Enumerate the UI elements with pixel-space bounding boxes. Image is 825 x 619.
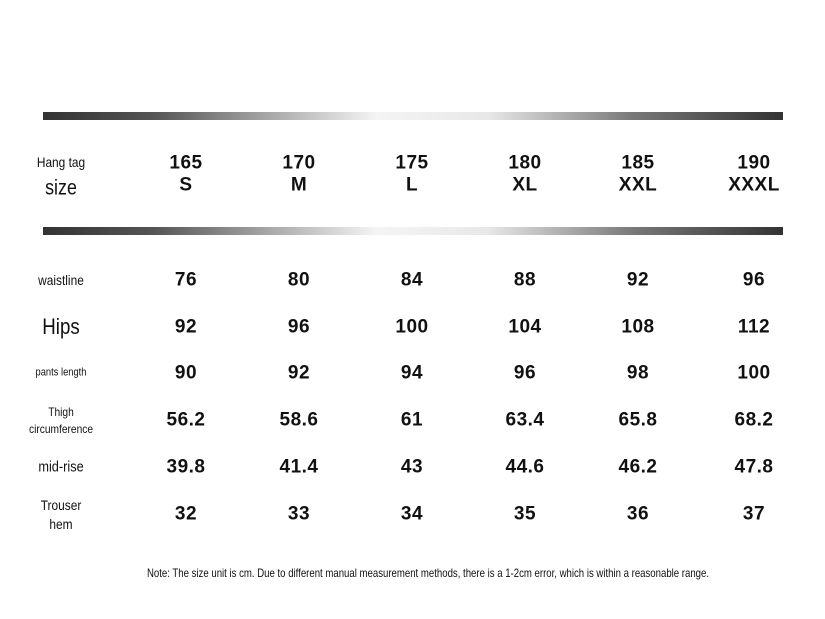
cell: 36 xyxy=(626,503,650,525)
row-label: mid-rise xyxy=(38,458,84,476)
divider xyxy=(43,227,783,235)
cell: 88 xyxy=(513,269,537,291)
size-header: XL xyxy=(512,174,538,196)
cell: 96 xyxy=(513,362,537,384)
size-header: L xyxy=(405,174,419,196)
cell: 39.8 xyxy=(166,456,206,478)
cell: 80 xyxy=(287,269,311,291)
cell: 34 xyxy=(400,503,424,525)
size-header: M xyxy=(290,174,308,196)
row-label: waistline xyxy=(38,272,84,288)
cell: 100 xyxy=(395,316,429,338)
cell: 58.6 xyxy=(279,409,319,431)
cell: 108 xyxy=(621,316,655,338)
note: Note: The size unit is cm. Due to differ… xyxy=(146,566,710,580)
row-label: pants length xyxy=(35,366,87,379)
cell: 32 xyxy=(174,503,198,525)
size-header: 170 xyxy=(282,152,316,174)
cell: 104 xyxy=(508,316,542,338)
row-label: Trouser xyxy=(40,496,82,513)
cell: 61 xyxy=(400,409,424,431)
row-label: circumference xyxy=(28,421,94,436)
cell: 68.2 xyxy=(734,409,774,431)
cell: 76 xyxy=(174,269,198,291)
size-header: 180 xyxy=(508,152,542,174)
size-header: 190 xyxy=(737,152,771,174)
header-label: size xyxy=(45,176,77,200)
cell: 96 xyxy=(742,269,766,291)
cell: 92 xyxy=(174,316,198,338)
cell: 43 xyxy=(400,456,424,478)
size-header: S xyxy=(179,174,193,196)
size-header: 175 xyxy=(395,152,429,174)
cell: 56.2 xyxy=(166,409,206,431)
cell: 44.6 xyxy=(505,456,545,478)
cell: 92 xyxy=(626,269,650,291)
cell: 63.4 xyxy=(505,409,545,431)
size-header: 185 xyxy=(621,152,655,174)
cell: 96 xyxy=(287,316,311,338)
divider xyxy=(43,112,783,120)
cell: 33 xyxy=(287,503,311,525)
header-label: Hang tag xyxy=(36,154,86,170)
cell: 65.8 xyxy=(618,409,658,431)
row-label: Hips xyxy=(42,314,80,339)
row-label: Thigh xyxy=(48,404,74,419)
size-header: XXL xyxy=(618,174,658,196)
cell: 47.8 xyxy=(734,456,774,478)
row-label: hem xyxy=(49,515,73,532)
size-header: XXXL xyxy=(728,174,780,196)
cell: 92 xyxy=(287,362,311,384)
cell: 35 xyxy=(513,503,537,525)
cell: 112 xyxy=(737,316,771,338)
cell: 94 xyxy=(400,362,424,384)
cell: 41.4 xyxy=(279,456,319,478)
cell: 90 xyxy=(174,362,198,384)
cell: 100 xyxy=(737,362,771,384)
cell: 37 xyxy=(742,503,766,525)
cell: 46.2 xyxy=(618,456,658,478)
cell: 98 xyxy=(626,362,650,384)
size-header: 165 xyxy=(169,152,203,174)
cell: 84 xyxy=(400,269,424,291)
